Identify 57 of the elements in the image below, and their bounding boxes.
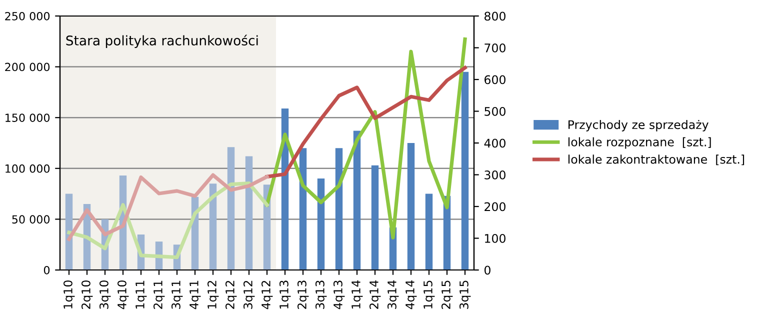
x-tick-label: 2q15 bbox=[441, 280, 453, 309]
x-tick-label: 1q10 bbox=[63, 280, 75, 308]
x-tick-label: 4q12 bbox=[261, 280, 273, 310]
y2-tick-label: 400 bbox=[484, 138, 506, 148]
y2-tick-label: 500 bbox=[484, 106, 506, 116]
x-tick-label: 2q12 bbox=[225, 280, 237, 309]
legend-label: lokale rozpoznane [szt.] bbox=[568, 137, 711, 149]
y2-tick-label: 100 bbox=[485, 234, 506, 243]
bar bbox=[407, 143, 415, 270]
bar bbox=[227, 147, 235, 270]
x-tick-label: 4q11 bbox=[190, 280, 201, 310]
x-tick-label: 1q11 bbox=[136, 280, 147, 308]
y-tick-label: 0 bbox=[44, 266, 50, 274]
x-tick-label: 3q10 bbox=[99, 280, 111, 309]
band-label: Stara polityka rachunkowości bbox=[66, 34, 258, 48]
line-series bbox=[67, 173, 269, 242]
bar bbox=[353, 130, 361, 270]
x-tick-label: 3q13 bbox=[315, 280, 327, 309]
bar bbox=[371, 165, 379, 270]
x-tick-label: 3q15 bbox=[459, 280, 471, 309]
line-series bbox=[265, 66, 467, 178]
x-tick-label: 3q14 bbox=[387, 280, 399, 309]
x-tick-label: 3q11 bbox=[171, 280, 183, 309]
x-tick-label: 2q14 bbox=[369, 280, 381, 309]
y-tick-label: 200 000 bbox=[5, 62, 50, 72]
x-tick-label: 1q14 bbox=[352, 280, 363, 308]
y2-tick-label: 200 bbox=[484, 202, 506, 212]
y-tick-label: 150 000 bbox=[6, 114, 50, 122]
y2-tick-label: 800 bbox=[484, 12, 506, 21]
legend-label: lokale zakontraktowane [szt.] bbox=[568, 154, 744, 166]
bar bbox=[335, 148, 343, 270]
x-tick-label: 3q12 bbox=[243, 280, 255, 309]
x-tick-label: 4q10 bbox=[117, 280, 129, 310]
x-tick-label: 2q13 bbox=[297, 280, 309, 309]
y-tick-label: 250 000 bbox=[5, 12, 50, 20]
line-series bbox=[265, 37, 467, 240]
x-tick-label: 2q11 bbox=[153, 280, 165, 309]
x-tick-label: 2q10 bbox=[81, 280, 93, 309]
bar bbox=[425, 194, 433, 270]
x-tick-label: 4q14 bbox=[406, 280, 417, 310]
y2-tick-label: 600 bbox=[484, 75, 506, 84]
line-series bbox=[67, 182, 269, 260]
bar bbox=[209, 184, 217, 270]
y2-tick-label: 700 bbox=[484, 43, 506, 52]
y-tick-label: 100 000 bbox=[6, 164, 50, 173]
y-tick-label: 50 000 bbox=[12, 215, 50, 224]
x-tick-label: 1q13 bbox=[279, 280, 291, 308]
y2-tick-label: 300 bbox=[484, 170, 506, 180]
legend-label: Przychody ze sprzedaży bbox=[568, 120, 708, 132]
bar bbox=[461, 72, 469, 270]
x-tick-label: 1q12 bbox=[207, 280, 219, 308]
x-tick-label: 1q15 bbox=[424, 280, 435, 308]
bar bbox=[317, 178, 325, 270]
bar bbox=[245, 156, 253, 270]
x-tick-label: 4q13 bbox=[333, 280, 345, 310]
bar bbox=[299, 148, 307, 270]
y2-tick-label: 0 bbox=[484, 266, 490, 275]
